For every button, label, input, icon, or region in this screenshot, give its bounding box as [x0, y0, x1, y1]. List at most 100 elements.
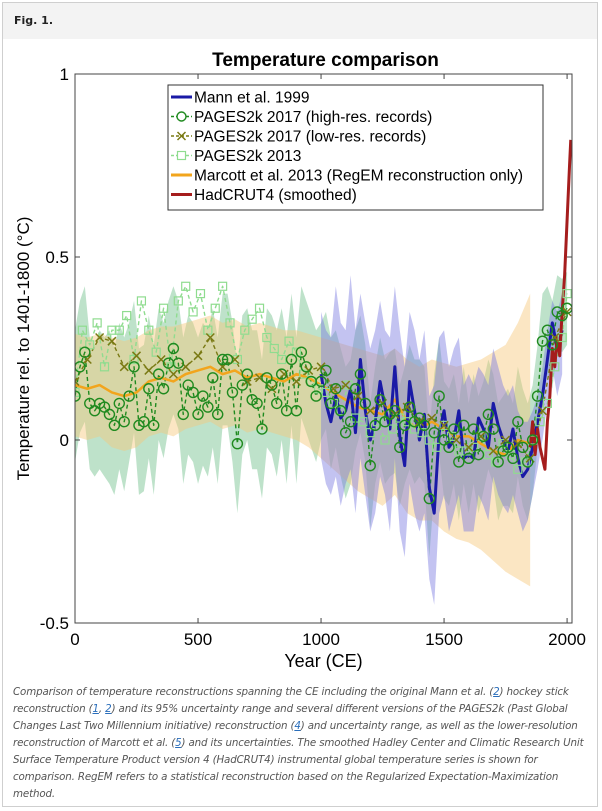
- caption-text: ,: [98, 703, 106, 715]
- legend-label: PAGES2k 2017 (high-res. records): [194, 109, 432, 126]
- data-point-square: [129, 354, 139, 365]
- data-point-circle: [285, 353, 298, 366]
- data-point-circle: [472, 448, 485, 461]
- data-point-square: [92, 318, 102, 328]
- data-point-circle: [531, 390, 544, 402]
- data-point-square: [269, 343, 279, 354]
- uncertainty-bands: [75, 271, 568, 605]
- reference-link[interactable]: 1: [92, 703, 100, 715]
- data-point-circle: [148, 419, 160, 432]
- data-point-square: [188, 307, 198, 317]
- data-point-square: [557, 332, 567, 343]
- data-point-square: [254, 303, 265, 313]
- data-point-x: [267, 384, 277, 394]
- data-point-circle: [492, 456, 504, 468]
- data-point-circle: [335, 405, 347, 417]
- legend-x-icon: [176, 131, 187, 141]
- data-point-circle: [526, 434, 539, 446]
- data-point-circle: [315, 375, 327, 388]
- data-point-square: [240, 325, 250, 335]
- data-point-circle: [507, 452, 519, 464]
- data-point-square: [365, 428, 375, 438]
- data-point-circle: [128, 361, 140, 373]
- legend-entry: HadCRUT4 (smoothed): [171, 187, 357, 204]
- data-point-circle: [108, 419, 121, 432]
- data-point-circle: [295, 346, 308, 358]
- data-point-square: [232, 354, 242, 365]
- data-point-circle: [482, 408, 495, 421]
- data-point-circle: [251, 397, 263, 410]
- data-point-circle: [522, 456, 534, 468]
- data-point-square: [528, 435, 538, 445]
- data-point-square: [247, 314, 257, 324]
- data-point-circle: [467, 423, 480, 435]
- data-point-circle: [389, 405, 401, 417]
- data-point-circle: [487, 423, 499, 435]
- data-point-circle: [561, 302, 572, 314]
- data-point-x: [95, 332, 105, 343]
- reference-link[interactable]: 4: [294, 720, 301, 732]
- data-point-circle: [231, 437, 244, 450]
- data-point-square: [513, 464, 523, 474]
- data-point-square: [535, 417, 545, 427]
- data-point-circle: [172, 357, 185, 369]
- reference-link[interactable]: 2: [105, 703, 112, 715]
- reference-link[interactable]: 2: [493, 686, 500, 698]
- data-point-circle: [216, 353, 229, 366]
- data-point-circle: [462, 452, 475, 464]
- data-point-square: [550, 362, 560, 372]
- data-point-square: [114, 325, 124, 335]
- chart-title: Temperature comparison: [212, 50, 439, 71]
- data-point-x: [341, 380, 351, 390]
- data-point-square: [151, 347, 161, 357]
- data-point-square: [173, 296, 183, 306]
- uncertainty-band-4: [75, 293, 531, 587]
- data-point-x: [119, 362, 129, 372]
- data-point-square: [85, 340, 95, 350]
- data-point-x: [279, 369, 289, 379]
- data-point-circle: [152, 368, 165, 380]
- y-tick-label: 0: [60, 431, 69, 450]
- legend-entry: Mann et al. 1999: [171, 90, 309, 107]
- data-point-x: [75, 376, 80, 386]
- data-point-circle: [541, 324, 554, 336]
- data-point-circle: [143, 383, 155, 395]
- data-point-circle: [477, 430, 490, 443]
- data-point-x: [537, 406, 548, 416]
- data-point-square: [277, 354, 287, 365]
- data-point-circle: [123, 390, 135, 402]
- data-point-square: [542, 398, 552, 408]
- legend-entry: PAGES2k 2013: [171, 148, 301, 165]
- data-point-circle: [354, 368, 367, 380]
- data-point-circle: [325, 397, 337, 410]
- data-point-square: [299, 369, 309, 379]
- data-point-x: [316, 362, 326, 372]
- data-point-square: [373, 417, 383, 427]
- data-point-circle: [167, 342, 180, 355]
- data-point-x: [439, 420, 449, 430]
- data-point-x: [488, 446, 498, 456]
- data-point-circle: [207, 372, 219, 384]
- data-point-x: [205, 332, 215, 343]
- data-point-square: [262, 332, 272, 343]
- data-point-circle: [75, 390, 81, 402]
- data-point-circle: [374, 394, 386, 406]
- data-point-circle: [512, 416, 524, 428]
- data-point-circle: [118, 416, 130, 428]
- data-point-square: [562, 289, 572, 299]
- data-point-circle: [192, 408, 204, 421]
- data-point-circle: [339, 426, 352, 439]
- data-point-square: [181, 281, 191, 291]
- legend-label: Marcott et al. 2013 (RegEM reconstructio…: [194, 168, 523, 185]
- caption-text: ) and uncertainty range, as well as the …: [13, 720, 578, 749]
- legend-entry: PAGES2k 2017 (high-res. records): [171, 109, 432, 126]
- data-point-circle: [177, 408, 189, 421]
- data-point-circle: [138, 416, 150, 428]
- data-point-square: [387, 424, 397, 434]
- data-point-circle: [103, 408, 116, 421]
- figure-caption: Comparison of temperature reconstruction…: [13, 684, 593, 803]
- data-point-circle: [453, 456, 465, 468]
- reference-link[interactable]: 5: [175, 737, 182, 749]
- data-point-circle: [79, 346, 91, 358]
- data-point-circle: [157, 383, 170, 395]
